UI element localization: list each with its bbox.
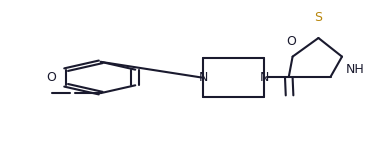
Text: N: N — [260, 71, 269, 84]
Text: N: N — [199, 71, 208, 84]
Text: O: O — [46, 71, 56, 84]
Text: O: O — [286, 35, 296, 48]
Text: NH: NH — [346, 63, 365, 76]
Text: S: S — [314, 11, 323, 24]
